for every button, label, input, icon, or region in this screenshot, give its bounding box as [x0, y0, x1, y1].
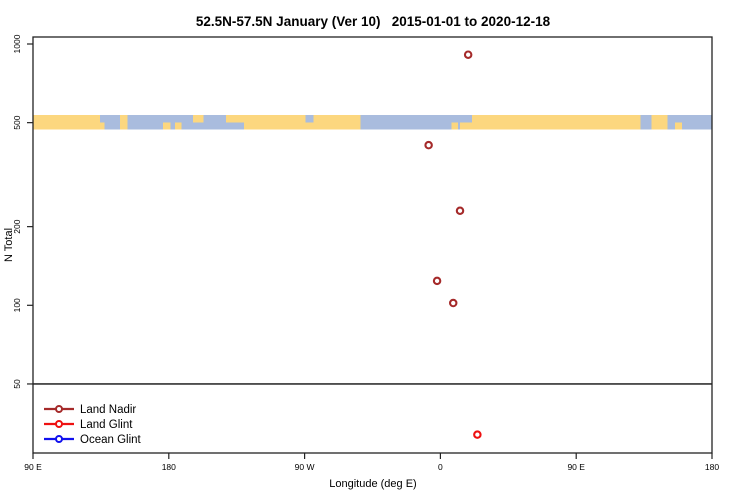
map-strip-land — [33, 115, 101, 130]
axes: 1000 500 200 100 50 90 E 180 90 W 0 90 E 180 — [12, 34, 719, 472]
legend: Land Nadir Land Glint Ocean Glint — [44, 404, 142, 446]
map-strip — [33, 115, 712, 130]
x-tick-label: 180 — [705, 462, 719, 472]
x-tick-label: 90 W — [295, 462, 315, 472]
map-strip-land — [460, 122, 473, 130]
x-tick-label: 90 E — [567, 462, 585, 472]
data-points — [424, 50, 482, 439]
x-tick-label: 180 — [162, 462, 176, 472]
map-strip-land — [244, 115, 306, 130]
legend-marker-circle-icon — [55, 405, 63, 413]
x-tick-label: 0 — [438, 462, 443, 472]
map-strip-land — [451, 122, 458, 130]
map-strip-land — [162, 122, 171, 130]
y-tick-label: 100 — [12, 298, 22, 312]
legend-marker-circle-icon — [55, 420, 63, 428]
map-strip-land — [675, 122, 682, 130]
y-axis-label: N Total — [3, 228, 15, 262]
x-axis-label: Longitude (deg E) — [329, 478, 416, 490]
chart-title: 52.5N-57.5N January (Ver 10) 2015-01-01 … — [196, 14, 551, 29]
legend-label: Land Nadir — [80, 404, 136, 416]
y-tick-label: 50 — [12, 379, 22, 389]
legend-label: Land Glint — [80, 419, 133, 431]
map-strip-land — [651, 115, 668, 130]
map-strip-land — [119, 115, 128, 130]
data-point-land-nadir — [455, 206, 465, 216]
map-strip-land — [192, 115, 204, 123]
y-tick-label: 1000 — [12, 34, 22, 53]
data-point-land-nadir — [463, 50, 473, 59]
data-point-land-glint — [473, 430, 482, 439]
map-strip-land — [313, 115, 361, 130]
legend-label: Ocean Glint — [80, 434, 142, 446]
data-point-land-nadir — [424, 140, 433, 150]
map-strip-land — [174, 122, 182, 130]
map-strip-land — [472, 115, 641, 130]
y-tick-label: 200 — [12, 219, 22, 233]
map-strip-land — [100, 122, 105, 130]
plot-box — [32, 36, 713, 454]
data-point-land-nadir — [432, 276, 442, 286]
data-point-land-nadir — [448, 298, 458, 308]
map-strip-land — [226, 115, 245, 123]
y-tick-label: 500 — [12, 115, 22, 129]
legend-marker-circle-icon — [55, 435, 63, 443]
x-tick-label: 90 E — [24, 462, 42, 472]
map-strip-land — [305, 122, 314, 130]
